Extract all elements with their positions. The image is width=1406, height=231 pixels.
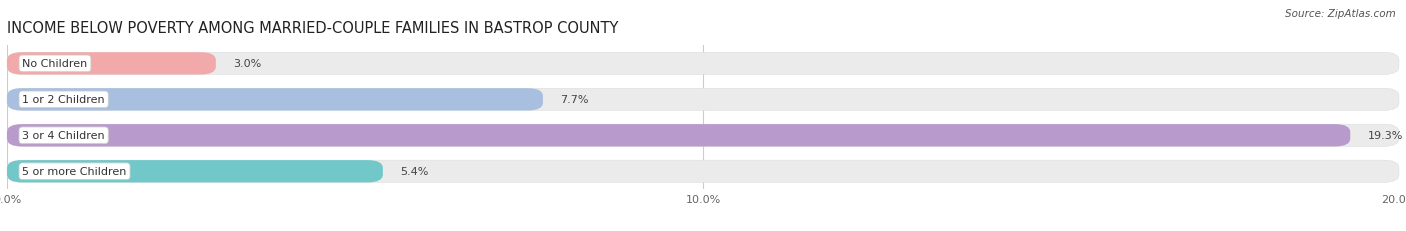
FancyBboxPatch shape — [7, 160, 1399, 183]
Text: 3.0%: 3.0% — [233, 59, 262, 69]
FancyBboxPatch shape — [7, 89, 1399, 111]
Text: 19.3%: 19.3% — [1368, 131, 1403, 141]
FancyBboxPatch shape — [7, 125, 1350, 147]
FancyBboxPatch shape — [7, 125, 1399, 147]
Text: 7.7%: 7.7% — [561, 95, 589, 105]
FancyBboxPatch shape — [7, 89, 543, 111]
Text: Source: ZipAtlas.com: Source: ZipAtlas.com — [1285, 9, 1396, 19]
Text: INCOME BELOW POVERTY AMONG MARRIED-COUPLE FAMILIES IN BASTROP COUNTY: INCOME BELOW POVERTY AMONG MARRIED-COUPL… — [7, 20, 619, 35]
FancyBboxPatch shape — [7, 53, 217, 75]
FancyBboxPatch shape — [7, 160, 382, 183]
FancyBboxPatch shape — [7, 53, 1399, 75]
Text: 5.4%: 5.4% — [401, 167, 429, 176]
Text: 5 or more Children: 5 or more Children — [22, 167, 127, 176]
Text: No Children: No Children — [22, 59, 87, 69]
Text: 3 or 4 Children: 3 or 4 Children — [22, 131, 105, 141]
Text: 1 or 2 Children: 1 or 2 Children — [22, 95, 105, 105]
